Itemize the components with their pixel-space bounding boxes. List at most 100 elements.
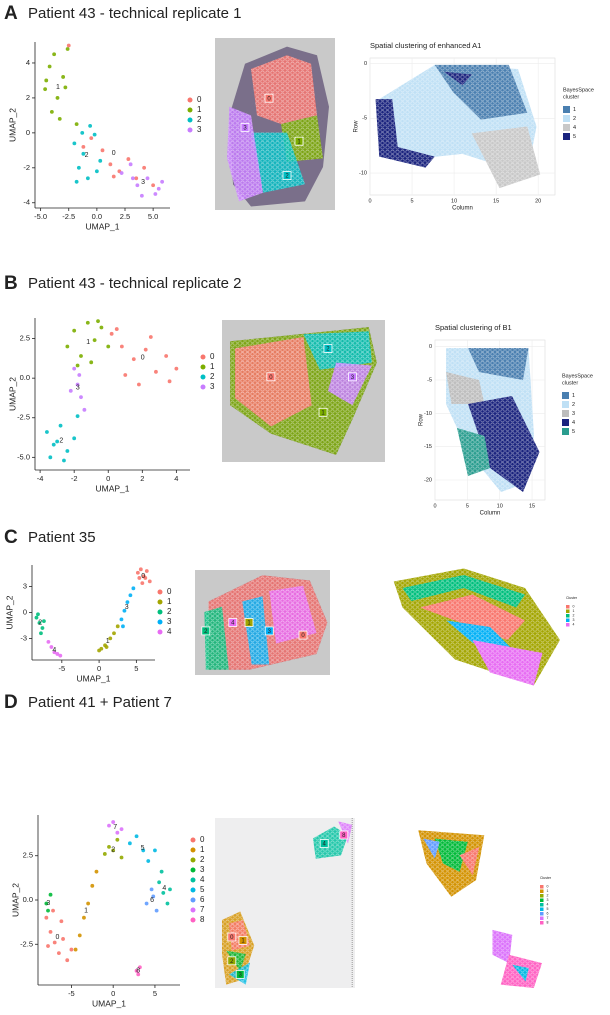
legend-label: 2 [547, 894, 549, 898]
y-tick-label: -2.5 [20, 939, 33, 948]
tissue-label-box [264, 626, 274, 636]
x-tick-label: -5 [58, 664, 65, 673]
cluster-label: 3 [76, 385, 80, 392]
y-tick-label: -2 [23, 163, 30, 172]
y-tick-label: -5.0 [17, 452, 30, 461]
panel-letter: A [4, 3, 18, 24]
legend-label: 4 [572, 420, 575, 426]
y-tick-label: 0 [364, 61, 367, 67]
x-tick-label: -5 [68, 989, 75, 998]
y-tick-label: -10 [359, 171, 367, 177]
legend-swatch [190, 867, 196, 873]
legend-label: 0 [200, 835, 205, 844]
umap-point [119, 344, 124, 349]
x-tick-label: -4 [37, 474, 44, 483]
legend-label: 3 [573, 618, 575, 622]
y-tick-label: -15 [424, 444, 432, 450]
umap-point [148, 335, 153, 339]
umap-point [154, 369, 158, 374]
cluster-label: 0 [112, 150, 116, 157]
legend-label: 5 [573, 134, 576, 140]
umap-point [141, 848, 146, 853]
spatial-spots [459, 846, 480, 876]
cluster-label: 4 [52, 647, 56, 654]
umap-point [165, 901, 170, 906]
umap-point [174, 366, 179, 371]
y-tick-label: -3 [20, 633, 27, 642]
tissue-label: 3 [239, 972, 243, 978]
umap-point [137, 382, 141, 387]
umap-point [151, 183, 156, 188]
umap-point [58, 653, 63, 658]
y-axis-label: UMAP_2 [10, 883, 20, 917]
legend-swatch [190, 907, 196, 913]
legend-label: 4 [573, 125, 576, 131]
umap-point [79, 354, 83, 358]
legend-swatch [187, 127, 193, 133]
umap-point [115, 830, 120, 835]
umap-point [61, 937, 65, 941]
umap-point [44, 915, 49, 920]
umap-point [145, 176, 150, 181]
umap-point [149, 887, 154, 892]
umap-point [135, 570, 140, 575]
legend-swatch [562, 410, 569, 417]
umap-point [65, 449, 70, 453]
legend-label: 5 [547, 907, 549, 911]
cluster-label: 2 [38, 620, 42, 627]
umap-point [99, 646, 104, 651]
legend-label: 0 [197, 95, 202, 104]
legend-label: 2 [210, 372, 215, 381]
y-tick-label: -20 [424, 477, 432, 483]
umap-point [119, 171, 124, 175]
tissue-label: 2 [326, 346, 330, 352]
legend-label: 7 [547, 916, 549, 920]
umap-point [90, 883, 95, 888]
spatial-spots [472, 640, 543, 686]
umap-point [99, 325, 104, 330]
cluster-label: 0 [141, 573, 145, 580]
umap-point [40, 626, 45, 630]
umap-point [143, 347, 148, 352]
tissue-label-box [201, 626, 211, 636]
y-tick-label: -2.5 [17, 413, 30, 422]
tissue-label: 8 [342, 833, 346, 839]
legend-label: 2 [573, 614, 575, 618]
legend-swatch [157, 629, 163, 635]
cluster-label: 0 [141, 355, 145, 362]
spatial-spots [402, 575, 525, 608]
tissue-label-box [244, 618, 254, 627]
umap-point [34, 615, 39, 620]
umap-point [144, 901, 149, 906]
cluster-label: 3 [46, 900, 50, 907]
legend-swatch [566, 623, 570, 627]
umap-point [157, 880, 162, 885]
umap-point [80, 130, 85, 135]
tissue-label: 1 [321, 410, 325, 416]
y-tick-label: 2 [26, 93, 30, 102]
umap-point [85, 176, 90, 181]
legend-label: 1 [210, 362, 215, 371]
umap-point [37, 620, 42, 625]
umap-point [127, 841, 132, 846]
umap-point [159, 869, 164, 874]
tissue-label: 3 [351, 375, 355, 381]
legend-title: cluster [563, 94, 579, 100]
x-tick-label: 0.0 [92, 212, 102, 221]
umap-point [108, 162, 113, 167]
x-axis-label: UMAP_1 [85, 221, 119, 231]
y-tick-label: 3 [23, 582, 27, 591]
umap-point [126, 157, 131, 161]
y-tick-label: -4 [23, 198, 30, 207]
umap-point [62, 458, 66, 463]
legend-label: 7 [200, 905, 205, 914]
legend-label: 3 [167, 617, 172, 626]
tissue-spots [251, 55, 317, 125]
umap-point [114, 327, 119, 331]
legend-swatch [190, 877, 196, 883]
x-tick-label: 5 [466, 503, 469, 509]
tissue-label: 0 [267, 96, 271, 102]
umap-point [143, 576, 148, 580]
umap-point [106, 344, 111, 349]
